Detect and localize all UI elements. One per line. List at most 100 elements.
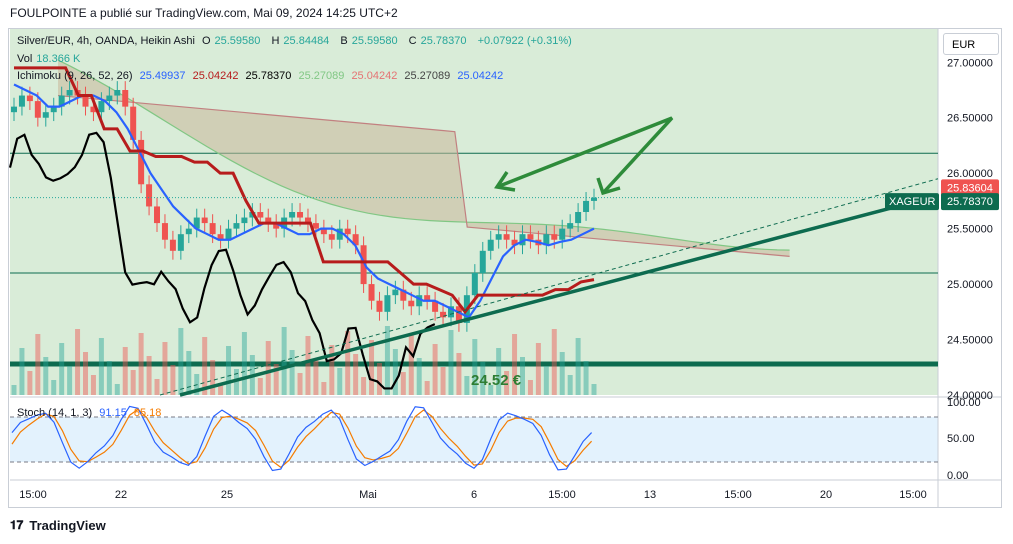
volume-bar (424, 381, 430, 395)
volume-bar (400, 372, 406, 395)
volume-bar (146, 356, 152, 395)
volume-bar (575, 338, 581, 395)
volume-bar (59, 343, 65, 395)
stoch-k-line (11, 405, 593, 472)
candle-body (161, 223, 168, 240)
volume-bar (178, 328, 184, 395)
candle-body (471, 273, 478, 296)
candle-body (106, 95, 113, 102)
volume-bar (257, 378, 263, 395)
candle-body (487, 239, 494, 251)
volume-bar (297, 373, 303, 395)
candle-body (304, 217, 311, 224)
price-axis-tag (941, 179, 999, 197)
candle-body (503, 234, 510, 240)
volume-bar (559, 352, 565, 395)
candle-body (376, 300, 383, 312)
volume-bar (305, 336, 311, 395)
candle-body (225, 228, 232, 240)
candle-body (233, 223, 240, 229)
volume-bar (114, 384, 120, 395)
volume-bar (448, 330, 454, 395)
volume-bar (512, 334, 518, 395)
volume-bar (591, 384, 597, 395)
legend-ichimoku: Ichimoku (9, 26, 52, 26) (17, 70, 133, 82)
volume-bar (321, 382, 327, 395)
candle-body (543, 234, 550, 246)
volume-bar (535, 343, 541, 395)
candle-body (392, 289, 399, 296)
y-tick-label: 24.50000 (947, 335, 993, 347)
stoch-d-line (11, 408, 593, 469)
volume-bar (369, 340, 375, 395)
candle-body (58, 95, 65, 107)
candle-body (26, 95, 33, 102)
volume-bar (106, 361, 112, 395)
publisher-line: FOULPOINTE a publié sur TradingView.com,… (10, 6, 398, 20)
annotation-arrow-path (496, 116, 674, 195)
candle-body (527, 234, 534, 240)
y-tick-label: 27.00000 (947, 57, 993, 69)
volume-bar (98, 338, 104, 395)
candle-body (360, 245, 367, 285)
candle-body (495, 234, 502, 240)
symbol-tag (885, 193, 939, 211)
candle-body (559, 228, 566, 240)
legend-volume-row: Vol 18.366 K (17, 53, 81, 65)
price-annotation: 24.52 € (471, 372, 522, 389)
x-tick-label: 15:00 (899, 489, 927, 501)
volume-bar (83, 352, 89, 395)
volume-bar (130, 370, 136, 395)
candle-body (440, 311, 447, 318)
candle-body (328, 234, 335, 240)
currency-button[interactable]: EUR (943, 33, 999, 55)
legend-high: 25.84484 (283, 35, 330, 47)
volume-bar (519, 357, 525, 395)
candle-body (177, 234, 184, 251)
y-tick-label: 26.00000 (947, 168, 993, 180)
candle-body (18, 95, 25, 107)
symbol-tag-label: XAGEUR (889, 196, 936, 208)
volume-bar (551, 329, 557, 395)
volume-bar (337, 368, 343, 395)
volume-bar (329, 345, 335, 395)
candle-body (193, 217, 200, 229)
candle-body (400, 289, 407, 301)
price-pane-background (10, 29, 938, 395)
volume-bar (51, 380, 57, 395)
volume-bar (384, 326, 390, 395)
legend-volume: 18.366 K (36, 53, 81, 65)
candle-body (90, 106, 97, 113)
candle-body (336, 228, 343, 240)
legend-symbol-row: Silver/EUR, 4h, OANDA, Heikin Ashi O 25.5… (17, 35, 572, 47)
candle-body (201, 217, 208, 224)
annotation-arrow-head (596, 177, 621, 196)
volume-bar (186, 351, 192, 395)
candle-body (34, 101, 41, 118)
candle-body (344, 228, 351, 235)
volume-bar (218, 383, 224, 395)
legend-symbol: Silver/EUR, 4h, OANDA, Heikin Ashi (17, 35, 195, 47)
y-tick-label: 25.50000 (947, 224, 993, 236)
candle-body (66, 90, 73, 96)
volume-bar (432, 344, 438, 395)
volume-bar (154, 379, 160, 395)
footer-brand: 𝟏𝟕 TradingView (10, 518, 106, 533)
volume-bar (504, 371, 510, 395)
stoch-tick-label: 50.00 (947, 433, 975, 445)
stoch-tick-label: 100.00 (947, 397, 981, 409)
chikou-span-line (8, 131, 436, 390)
volume-bar (392, 349, 398, 395)
volume-bar (480, 362, 486, 395)
legend-close: 25.78370 (420, 35, 467, 47)
volume-bar (162, 342, 168, 395)
volume-bar (27, 371, 33, 395)
volume-bar (345, 331, 351, 395)
candle-body (424, 295, 431, 301)
candle-body (169, 239, 176, 251)
senkou-span-b-line (57, 94, 790, 257)
candle-body (122, 90, 129, 107)
candle-body (50, 106, 57, 113)
y-tick-label: 26.50000 (947, 113, 993, 125)
